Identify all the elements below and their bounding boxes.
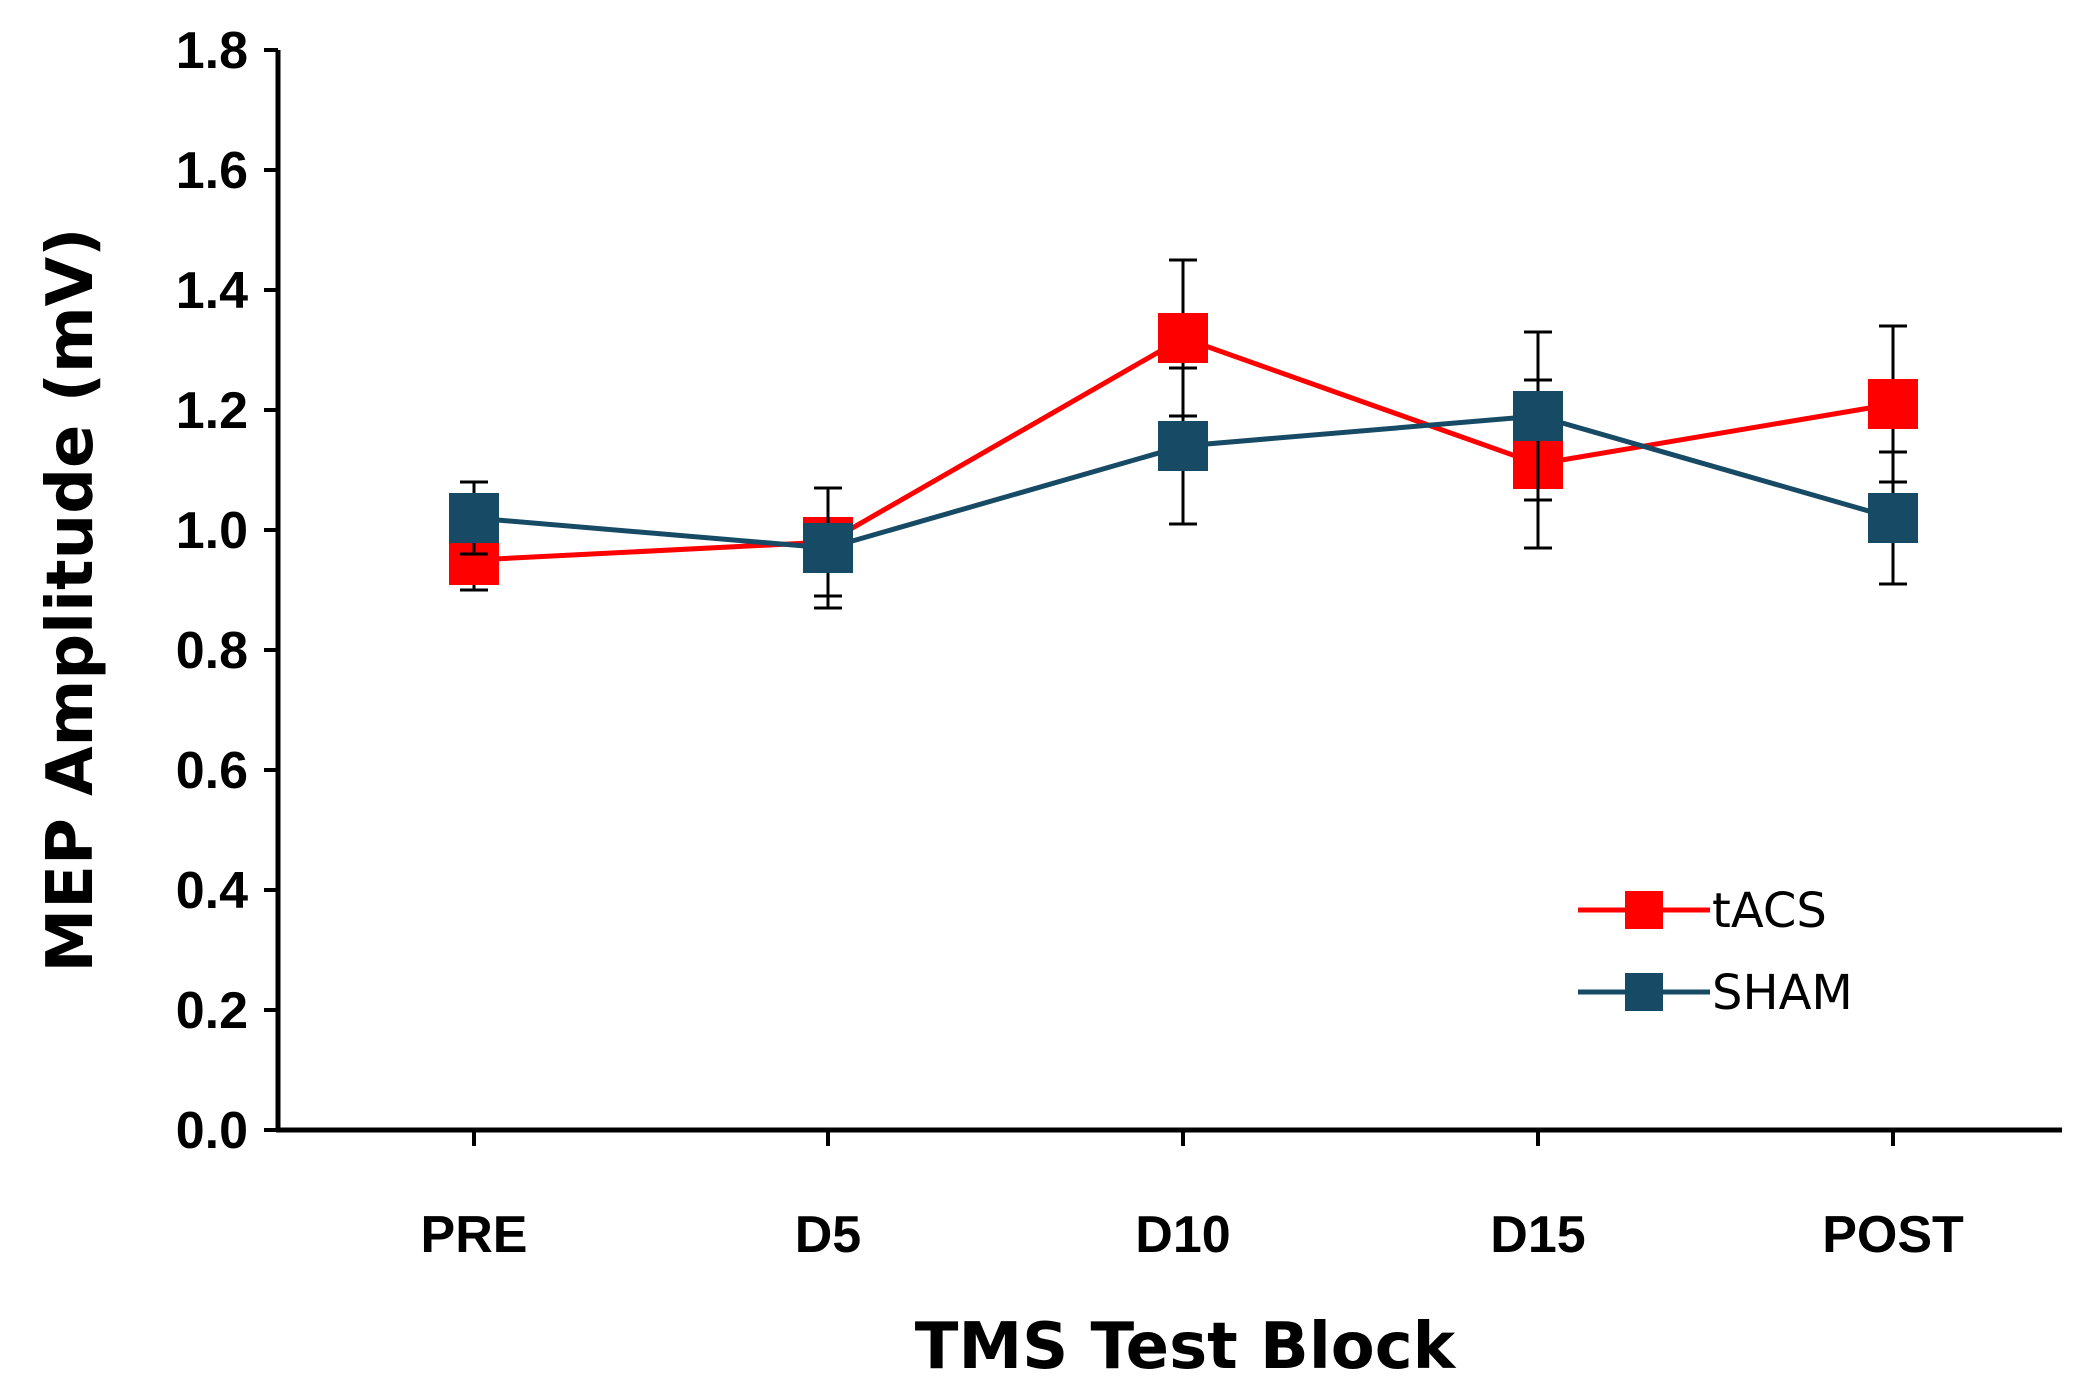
legend-label-sham: SHAM [1712, 965, 1853, 1021]
y-tick-label: 1.4 [176, 262, 248, 320]
y-tick-label: 1.8 [176, 22, 248, 80]
series-sham [449, 330, 1918, 610]
y-axis-ticks: 0.0 0.2 0.4 0.6 0.8 1.0 1.2 1.4 1.6 1.8 [176, 22, 278, 1160]
x-tick-label: POST [1822, 1206, 1964, 1264]
data-point-sham [1158, 421, 1208, 471]
legend: tACS SHAM [1578, 883, 1853, 1021]
data-point-tacs [1868, 379, 1918, 429]
y-tick-label: 1.0 [176, 502, 248, 560]
y-tick-label: 0.4 [176, 862, 248, 920]
y-tick-label: 1.2 [176, 382, 248, 440]
data-point-sham [449, 493, 499, 543]
x-tick-label: D10 [1135, 1206, 1230, 1264]
data-point-sham [1513, 391, 1563, 441]
data-point-tacs [1158, 313, 1208, 363]
x-axis-ticks: PRE D5 D10 D15 POST [421, 1130, 1964, 1264]
y-tick-label: 1.6 [176, 142, 248, 200]
y-tick-label: 0.6 [176, 742, 248, 800]
data-point-sham [803, 523, 853, 573]
x-axis-title: TMS Test Block [915, 1310, 1457, 1384]
y-tick-label: 0.0 [176, 1102, 248, 1160]
x-tick-label: PRE [421, 1206, 528, 1264]
y-axis-title: MEP Amplitude (mV) [34, 228, 108, 973]
legend-marker-tacs [1625, 891, 1663, 929]
legend-marker-sham [1625, 973, 1663, 1011]
x-tick-label: D15 [1490, 1206, 1585, 1264]
data-point-sham [1868, 493, 1918, 543]
y-tick-label: 0.2 [176, 982, 248, 1040]
x-tick-label: D5 [795, 1206, 861, 1264]
axes [275, 50, 2062, 1133]
legend-label-tacs: tACS [1712, 883, 1827, 939]
series-layer [449, 258, 1918, 610]
y-tick-label: 0.8 [176, 622, 248, 680]
